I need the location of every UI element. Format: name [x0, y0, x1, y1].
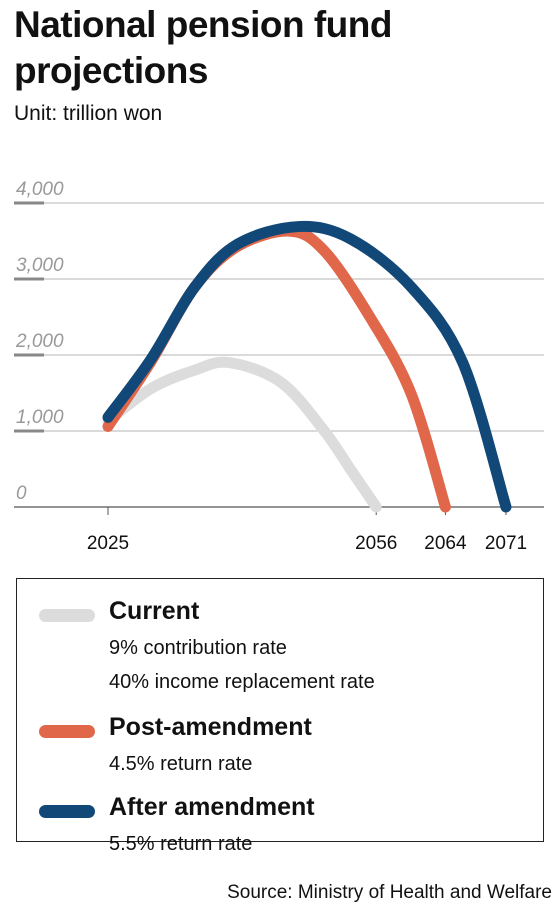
- unit-label: Unit: trillion won: [14, 102, 163, 125]
- series-line-after-amendment: [102, 220, 512, 513]
- line-chart: 0 1,000 2,000 3,000 4,000 2025 2056 2064 2071: [14, 179, 544, 554]
- y-tick-label-4000: 4,000: [16, 179, 64, 200]
- y-tick-label-3000: 3,000: [16, 255, 64, 276]
- x-tick-label-2056: 2056: [355, 533, 397, 554]
- legend-swatch-after-amendment: [39, 805, 95, 818]
- legend-name-after-amendment: After amendment: [109, 793, 315, 821]
- source-note: Source: Ministry of Health and Welfare: [227, 882, 552, 903]
- legend-desc-after-amendment: 5.5% return rate: [109, 833, 253, 855]
- legend: Current 9% contribution rate 40% income …: [16, 578, 544, 855]
- legend-name-current: Current: [109, 597, 200, 625]
- legend-desc-current-1: 9% contribution rate: [109, 637, 287, 659]
- series-line-current: [102, 356, 382, 513]
- legend-desc-current-2: 40% income replacement rate: [109, 671, 375, 693]
- legend-name-post-amendment: Post-amendment: [109, 713, 312, 741]
- y-tick-label-1000: 1,000: [16, 407, 64, 428]
- legend-swatch-current: [39, 609, 95, 622]
- chart-title: National pension fund projections: [14, 4, 392, 91]
- legend-swatch-post-amendment: [39, 725, 95, 738]
- y-tick-label-2000: 2,000: [15, 331, 64, 352]
- legend-desc-post-amendment: 4.5% return rate: [109, 753, 253, 775]
- x-tick-label-2064: 2064: [424, 533, 467, 554]
- x-tick-label-2025: 2025: [87, 533, 129, 554]
- x-tick-label-2071: 2071: [485, 533, 527, 554]
- y-tick-label-0: 0: [16, 483, 27, 504]
